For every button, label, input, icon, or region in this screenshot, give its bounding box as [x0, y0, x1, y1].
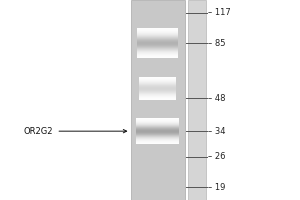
- Text: – 34: – 34: [208, 127, 226, 136]
- Bar: [137, 39, 178, 40]
- Text: OR2G2: OR2G2: [24, 127, 127, 136]
- Bar: [136, 118, 178, 119]
- Bar: [136, 128, 178, 129]
- Bar: [136, 127, 178, 128]
- Bar: [136, 135, 178, 136]
- Bar: [139, 99, 176, 100]
- Bar: [137, 30, 178, 31]
- Bar: [137, 36, 178, 37]
- Bar: [136, 125, 178, 126]
- Bar: [139, 85, 176, 86]
- Bar: [139, 89, 176, 90]
- Bar: [139, 97, 176, 98]
- Bar: [139, 91, 176, 92]
- Bar: [137, 41, 178, 42]
- Bar: [136, 130, 178, 131]
- Bar: [137, 54, 178, 55]
- Bar: [137, 42, 178, 43]
- Bar: [137, 31, 178, 32]
- Bar: [137, 53, 178, 54]
- Bar: [136, 140, 178, 141]
- Bar: [139, 96, 176, 97]
- Bar: [137, 48, 178, 49]
- Bar: [139, 83, 176, 84]
- Bar: [136, 136, 178, 137]
- Bar: [137, 32, 178, 33]
- Bar: [137, 38, 178, 39]
- Bar: [137, 56, 178, 57]
- Bar: [137, 29, 178, 30]
- Bar: [139, 79, 176, 80]
- Text: – 85: – 85: [208, 39, 226, 48]
- Bar: [136, 133, 178, 134]
- Bar: [137, 50, 178, 51]
- Bar: [137, 44, 178, 45]
- Bar: [136, 132, 178, 133]
- Bar: [137, 52, 178, 53]
- Bar: [136, 143, 178, 144]
- Bar: [139, 80, 176, 81]
- Bar: [136, 134, 178, 135]
- Bar: [139, 77, 176, 78]
- Text: – 26: – 26: [208, 152, 226, 161]
- Bar: [136, 138, 178, 139]
- Text: – 117: – 117: [208, 8, 231, 17]
- Bar: [139, 87, 176, 88]
- Bar: [139, 92, 176, 93]
- Bar: [139, 82, 176, 83]
- Bar: [139, 93, 176, 94]
- Bar: [137, 28, 178, 29]
- Bar: [139, 84, 176, 85]
- Bar: [136, 129, 178, 130]
- Bar: [139, 78, 176, 79]
- Bar: [139, 94, 176, 95]
- Bar: [137, 33, 178, 34]
- Bar: [139, 88, 176, 89]
- Bar: [139, 95, 176, 96]
- Bar: [137, 45, 178, 46]
- Bar: [136, 137, 178, 138]
- Text: – 48: – 48: [208, 94, 226, 103]
- Bar: [137, 35, 178, 36]
- Bar: [136, 142, 178, 143]
- Bar: [137, 43, 178, 44]
- Bar: [137, 47, 178, 48]
- Bar: [139, 81, 176, 82]
- Bar: [136, 131, 178, 132]
- Bar: [139, 90, 176, 91]
- Bar: [139, 98, 176, 99]
- Bar: [137, 34, 178, 35]
- Bar: [137, 40, 178, 41]
- Bar: [139, 86, 176, 87]
- Bar: [137, 55, 178, 56]
- Bar: [137, 49, 178, 50]
- Bar: [136, 126, 178, 127]
- Bar: [137, 51, 178, 52]
- Bar: [136, 123, 178, 124]
- Bar: [136, 141, 178, 142]
- Bar: [136, 124, 178, 125]
- Bar: [130, 0, 184, 200]
- Bar: [136, 119, 178, 120]
- Bar: [137, 57, 178, 58]
- Bar: [136, 120, 178, 121]
- Bar: [188, 0, 206, 200]
- Bar: [136, 139, 178, 140]
- Bar: [136, 122, 178, 123]
- Bar: [136, 121, 178, 122]
- Text: – 19: – 19: [208, 183, 226, 192]
- Bar: [137, 37, 178, 38]
- Bar: [137, 46, 178, 47]
